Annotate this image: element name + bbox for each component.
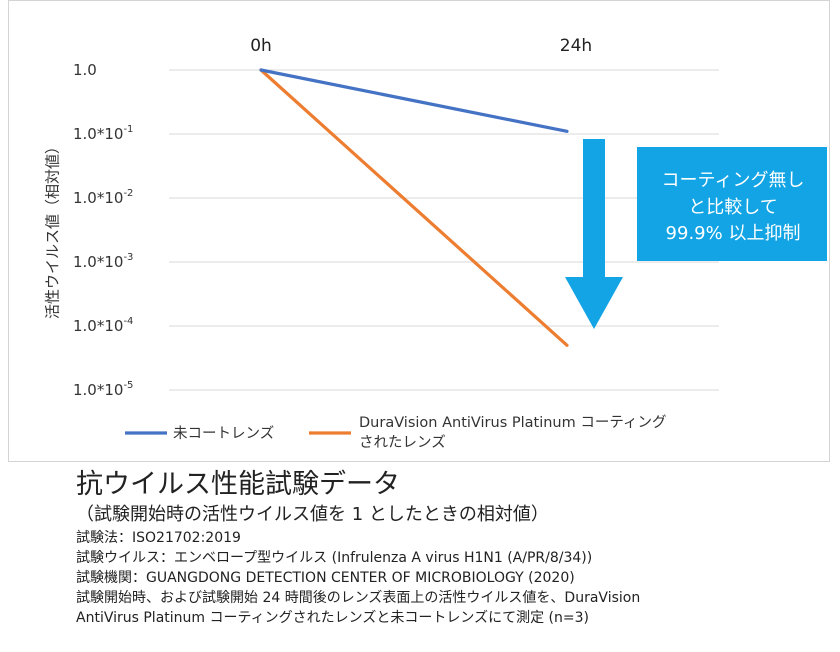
series-line-1 — [259, 68, 569, 347]
y-tick-label-3: 1.0*10-3 — [73, 252, 133, 271]
y-tick-label-0: 1.0 — [73, 61, 97, 79]
x-label-0h: 0h — [250, 36, 272, 56]
y-tick-label-4: 1.0*10-4 — [73, 316, 133, 335]
x-label-24h: 24h — [560, 36, 592, 56]
caption-title: 抗ウイルス性能試験データ — [76, 469, 400, 500]
caption-line-method: 試験法：ISO21702:2019 — [76, 530, 241, 546]
y-axis-label: 活性ウイルス値（相対値） — [44, 139, 62, 319]
down-arrow-icon — [565, 139, 623, 329]
y-tick-label-5: 1.0*10-5 — [73, 380, 133, 399]
chart-area: 1.0 1.0*10-1 1.0*10-2 1.0*10-3 1.0*10-4 1.0*1… — [44, 36, 827, 451]
callout-line-2: 99.9% 以上抑制 — [666, 223, 801, 244]
legend-label-1-line-1: されたレンズ — [359, 434, 446, 451]
y-tick-label-1: 1.0*10-1 — [73, 124, 133, 143]
caption-line-virus: 試験ウイルス：エンベロープ型ウイルス (Infrulenza A virus H… — [76, 550, 593, 566]
callout-box — [637, 147, 827, 261]
series-line-0 — [259, 68, 569, 133]
callout-line-0: コーティング無し — [662, 170, 805, 191]
caption-line-desc-2: AntiVirus Platinum コーティングされたレンズと未コートレンズに… — [76, 610, 589, 626]
y-tick-label-2: 1.0*10-2 — [73, 188, 133, 207]
legend-label-0: 未コートレンズ — [173, 425, 274, 442]
caption-line-desc-1: 試験開始時、および試験開始 24 時間後のレンズ表面上の活性ウイルス値を、Dur… — [76, 590, 641, 606]
caption-line-lab: 試験機関：GUANGDONG DETECTION CENTER OF MICRO… — [76, 570, 575, 586]
callout-line-1: と比較して — [688, 197, 777, 218]
chart-frame: 1.0 1.0*10-1 1.0*10-2 1.0*10-3 1.0*10-4 1.0*1… — [8, 0, 830, 462]
legend-label-1-line-0: DuraVision AntiVirus Platinum コーティング — [359, 414, 666, 431]
caption-subtitle: （試験開始時の活性ウイルス値を 1 としたときの相対値） — [76, 504, 549, 525]
caption: 抗ウイルス性能試験データ （試験開始時の活性ウイルス値を 1 としたときの相対値… — [76, 468, 836, 628]
